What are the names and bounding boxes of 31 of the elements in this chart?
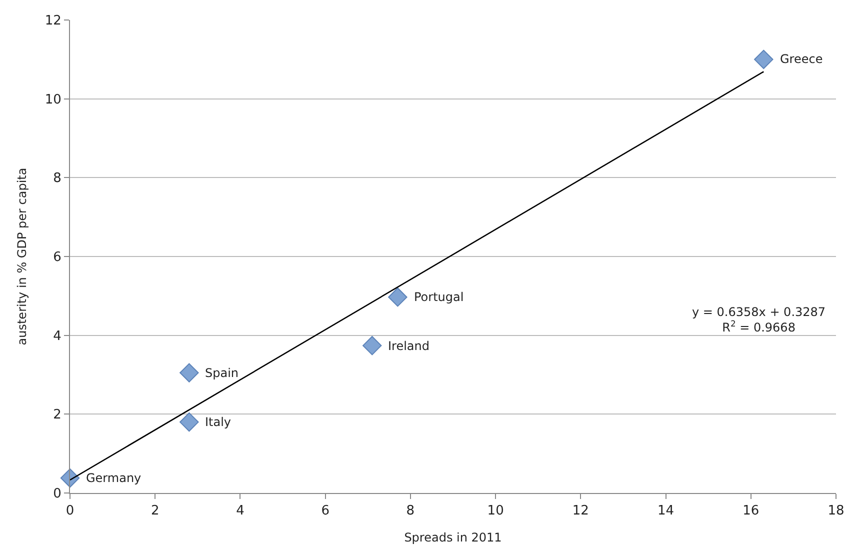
point [180, 412, 199, 432]
annotation: Spain [205, 366, 239, 380]
point [362, 336, 382, 356]
x-tick-label: 6 [321, 504, 330, 519]
point [388, 288, 408, 307]
x-tick-label: 0 [66, 504, 74, 519]
x-tick-label: 16 [742, 504, 760, 519]
annotation: Greece [780, 52, 823, 66]
x-tick-label: 12 [572, 504, 589, 519]
annotation: Ireland [388, 339, 430, 353]
y-tick-label: 4 [53, 328, 62, 344]
x-axis-title: Spreads in 2011 [404, 530, 502, 544]
x-tick-label: 10 [487, 504, 504, 519]
x-tick-label: 18 [828, 504, 844, 519]
x-tick-label: 4 [236, 504, 244, 519]
y-tick-label: 12 [44, 14, 62, 29]
y-tick-label: 6 [53, 250, 62, 266]
point [754, 50, 774, 70]
y-axis-title: austerity in % GDP per capita [15, 168, 30, 346]
y-tick-label: 0 [53, 486, 62, 502]
point [180, 363, 199, 382]
y-tick-label: 10 [44, 92, 62, 108]
annotation: Portugal [414, 290, 464, 304]
x-tick-label: 8 [406, 504, 415, 519]
x-tick-label: 2 [150, 504, 160, 519]
y-tick-label: 8 [53, 171, 62, 186]
y-tick-label: 2 [53, 408, 62, 423]
x-tick-label: 14 [658, 504, 674, 519]
annotation: Germany [86, 471, 142, 485]
annotation: Italy [205, 415, 232, 429]
annotation: y = 0.6358x + 0.3287 R$^{2}$ = 0.9668 [692, 305, 826, 335]
